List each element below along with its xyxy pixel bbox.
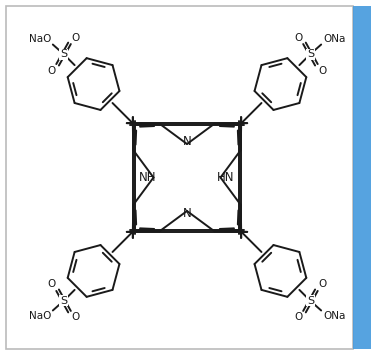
- Text: O: O: [71, 312, 79, 322]
- Text: S: S: [60, 49, 67, 59]
- Text: O: O: [295, 312, 303, 322]
- Text: NH: NH: [139, 171, 157, 184]
- Text: O: O: [48, 66, 56, 76]
- Text: S: S: [307, 49, 314, 59]
- Text: S: S: [60, 296, 67, 306]
- Text: O: O: [295, 33, 303, 43]
- Bar: [353, 6, 371, 349]
- Text: O: O: [318, 66, 326, 76]
- Text: NaO: NaO: [28, 311, 51, 321]
- Text: N: N: [183, 135, 191, 148]
- Text: ONa: ONa: [323, 34, 346, 44]
- Text: N: N: [183, 207, 191, 220]
- Text: S: S: [307, 296, 314, 306]
- Text: O: O: [318, 279, 326, 289]
- Text: ONa: ONa: [323, 311, 346, 321]
- Text: NaO: NaO: [28, 34, 51, 44]
- Text: O: O: [71, 33, 79, 43]
- Text: HN: HN: [217, 171, 235, 184]
- Text: O: O: [48, 279, 56, 289]
